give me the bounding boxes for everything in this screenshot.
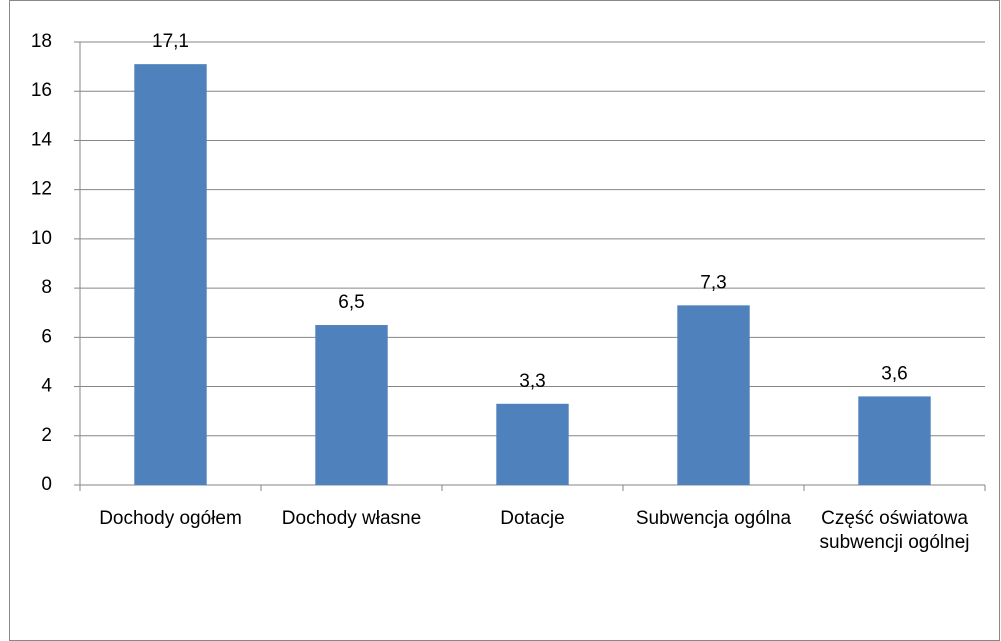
data-label: 3,6 [881,363,907,384]
x-tick-label: Część oświatowa subwencji ogólnej [819,508,970,553]
bar [858,396,931,485]
y-tick-label: 14 [31,129,53,150]
bar [134,64,207,486]
y-tick-label: 10 [31,228,52,249]
bar [315,325,388,485]
x-tick-label: Dochody ogółem [99,508,242,529]
x-tick-label: Dochody własne [281,508,422,529]
data-label: 3,3 [519,371,545,392]
y-tick-label: 18 [31,31,52,52]
y-tick-label: 6 [41,326,52,347]
data-label: 6,5 [338,292,364,313]
data-label: 17,1 [152,31,189,52]
data-label: 7,3 [700,272,726,293]
x-tick-label: Dotacje [500,508,565,529]
y-tick-label: 12 [31,179,52,200]
y-tick-label: 0 [41,474,52,495]
y-tick-label: 2 [41,425,52,446]
y-tick-label: 8 [41,277,52,298]
y-tick-label: 16 [31,80,52,101]
x-tick-label: Subwencja ogólna [635,508,792,529]
y-tick-label: 4 [41,376,52,397]
bar [677,305,750,485]
bar [496,403,569,485]
